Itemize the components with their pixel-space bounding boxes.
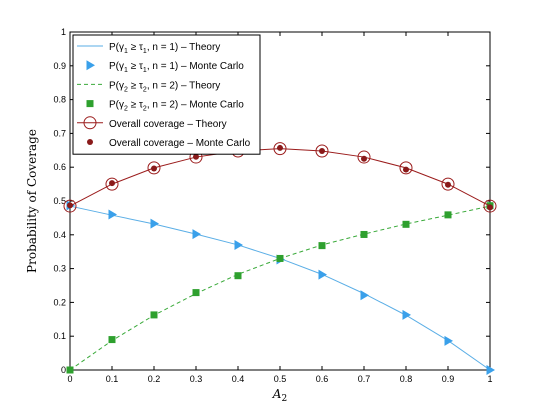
y-tick-label: 0.8 (53, 95, 66, 105)
open-circle-marker (315, 144, 329, 158)
y-tick-label: 0.7 (53, 128, 66, 138)
triangle-marker (150, 218, 159, 229)
series-layer (63, 142, 497, 375)
y-tick-label: 0.5 (53, 196, 66, 206)
dot-marker (361, 155, 367, 162)
legend-swatch-dot (87, 139, 93, 145)
legend-label: Overall coverage – Monte Carlo (109, 138, 251, 149)
dot-marker (277, 144, 283, 151)
triangle-marker (486, 365, 495, 375)
legend-label: P(γ1 ≥ τ1, n = 1) – Theory (109, 42, 220, 55)
square-marker (318, 242, 326, 250)
dot-marker (67, 202, 73, 209)
open-circle-marker (63, 199, 77, 213)
y-tick-label: 0.2 (53, 297, 66, 307)
square-marker (108, 336, 116, 344)
axis-ticks: 0 0.1 0.2 0.3 0.4 0.5 0.6 0.7 0.8 0.9 1 0 0.1 0.2 0.3 0… (53, 27, 492, 384)
legend-swatch-square (86, 100, 94, 108)
legend-label: P(γ1 ≥ τ1, n = 1) – Monte Carlo (109, 61, 244, 74)
triangle-marker (360, 290, 369, 301)
triangle-marker (444, 335, 453, 346)
legend-box (72, 34, 261, 155)
square-marker (402, 220, 410, 228)
square-marker (234, 272, 242, 280)
dot-marker (403, 166, 409, 173)
x-tick-label: 0.2 (148, 374, 161, 384)
open-circle-marker (399, 161, 413, 175)
dot-marker (109, 180, 115, 187)
x-tick-label: 0.4 (232, 374, 245, 384)
square-marker (444, 211, 452, 219)
dot-marker (445, 181, 451, 188)
legend: P(γ1 ≥ τ1, n = 1) – Theory P(γ1 ≥ τ1, n =… (72, 34, 261, 155)
triangle-marker (192, 229, 201, 240)
x-tick-label: 0.9 (442, 374, 455, 384)
triangle-marker (318, 269, 327, 280)
x-tick-label: 0.7 (358, 374, 371, 384)
open-circle-marker (105, 177, 119, 191)
square-marker (192, 289, 200, 297)
x-tick-label: 0.3 (190, 374, 203, 384)
square-marker (150, 311, 158, 319)
dot-marker (487, 204, 493, 211)
open-circle-marker (441, 177, 455, 191)
y-tick-label: 0.3 (53, 264, 66, 274)
x-tick-label: 0.5 (274, 374, 287, 384)
y-tick-label: 0.9 (53, 61, 66, 71)
dot-marker (193, 153, 199, 160)
open-circle-marker (357, 150, 371, 164)
y-tick-label: 0 (61, 365, 66, 375)
y-tick-label: 1 (61, 27, 66, 37)
y-tick-label: 0.6 (53, 162, 66, 172)
legend-label: Overall coverage – Theory (109, 119, 227, 130)
open-circle-marker (273, 142, 287, 156)
triangle-marker (234, 239, 243, 250)
x-tick-label: 0.1 (106, 374, 119, 384)
square-marker (360, 230, 368, 238)
legend-swatch-circle (83, 116, 97, 130)
y-tick-label: 0.1 (53, 331, 66, 341)
dot-marker (151, 165, 157, 172)
legend-label: P(γ2 ≥ τ2, n = 2) – Monte Carlo (109, 100, 244, 113)
dot-marker (319, 147, 325, 154)
x-axis-label: A2 (272, 387, 287, 404)
x-tick-label: 0.6 (316, 374, 329, 384)
x-tick-label: 0 (67, 374, 72, 384)
y-axis-label: Probability of Coverage (25, 129, 39, 273)
triangle-marker (402, 309, 411, 320)
open-circle-marker (147, 161, 161, 175)
square-marker (66, 366, 74, 374)
legend-label: P(γ2 ≥ τ2, n = 2) – Theory (109, 80, 220, 93)
triangle-marker (108, 209, 117, 220)
open-circle-marker (483, 199, 497, 213)
square-marker (276, 254, 284, 262)
y-tick-label: 0.4 (53, 230, 66, 240)
x-tick-label: 1 (487, 374, 492, 384)
legend-swatch-triangle (86, 60, 95, 71)
x-tick-label: 0.8 (400, 374, 413, 384)
